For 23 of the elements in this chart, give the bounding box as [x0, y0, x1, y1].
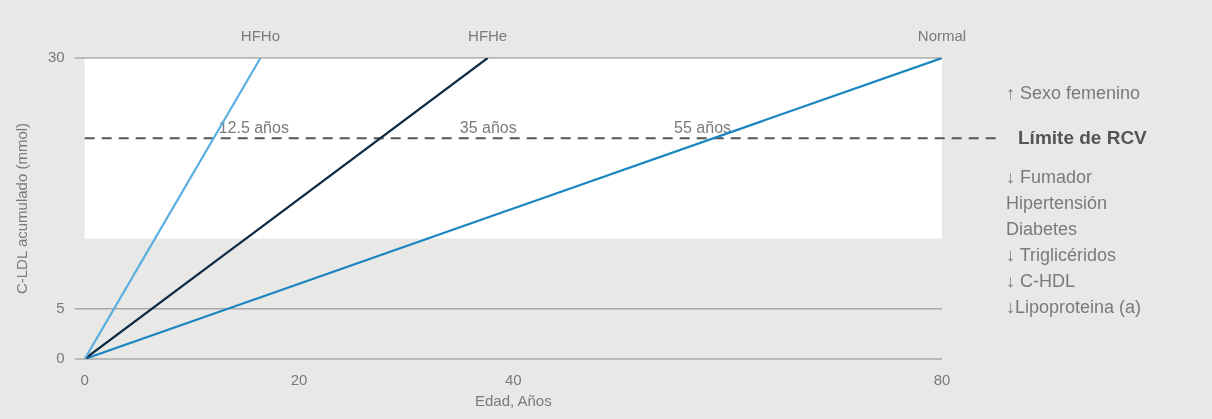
- series-label: HFHo: [240, 26, 281, 44]
- x-axis-title: Edad, Años: [474, 392, 552, 410]
- x-tick-label: 80: [933, 371, 951, 389]
- annotation: 35 años: [459, 118, 517, 136]
- text: ↓ Fumador: [1006, 167, 1093, 188]
- text: ↑ Sexo femenino: [1006, 83, 1141, 104]
- text: ↓ Triglicéridos: [1006, 245, 1117, 266]
- ref-line-label: Límite de RCV: [1018, 126, 1148, 148]
- y-tick-label: 30: [48, 48, 65, 66]
- y-tick-label: 5: [56, 298, 65, 316]
- x-tick-label: 0: [80, 371, 89, 389]
- x-tick-label: 40: [505, 371, 522, 389]
- text: ↓Lipoproteina (a): [1006, 297, 1142, 318]
- annotation: 12.5 años: [218, 118, 289, 136]
- text: Diabetes: [1006, 219, 1078, 240]
- text: ↓ C-HDL: [1006, 271, 1076, 292]
- text: Hipertensión: [1006, 193, 1108, 214]
- x-tick-label: 20: [290, 371, 308, 389]
- annotation: 55 años: [674, 118, 732, 136]
- y-tick-label: 0: [56, 349, 65, 367]
- series-label: HFHe: [468, 26, 508, 44]
- y-axis-title: C-LDL acumulado (mmol): [13, 122, 31, 295]
- series-label: Normal: [917, 26, 967, 44]
